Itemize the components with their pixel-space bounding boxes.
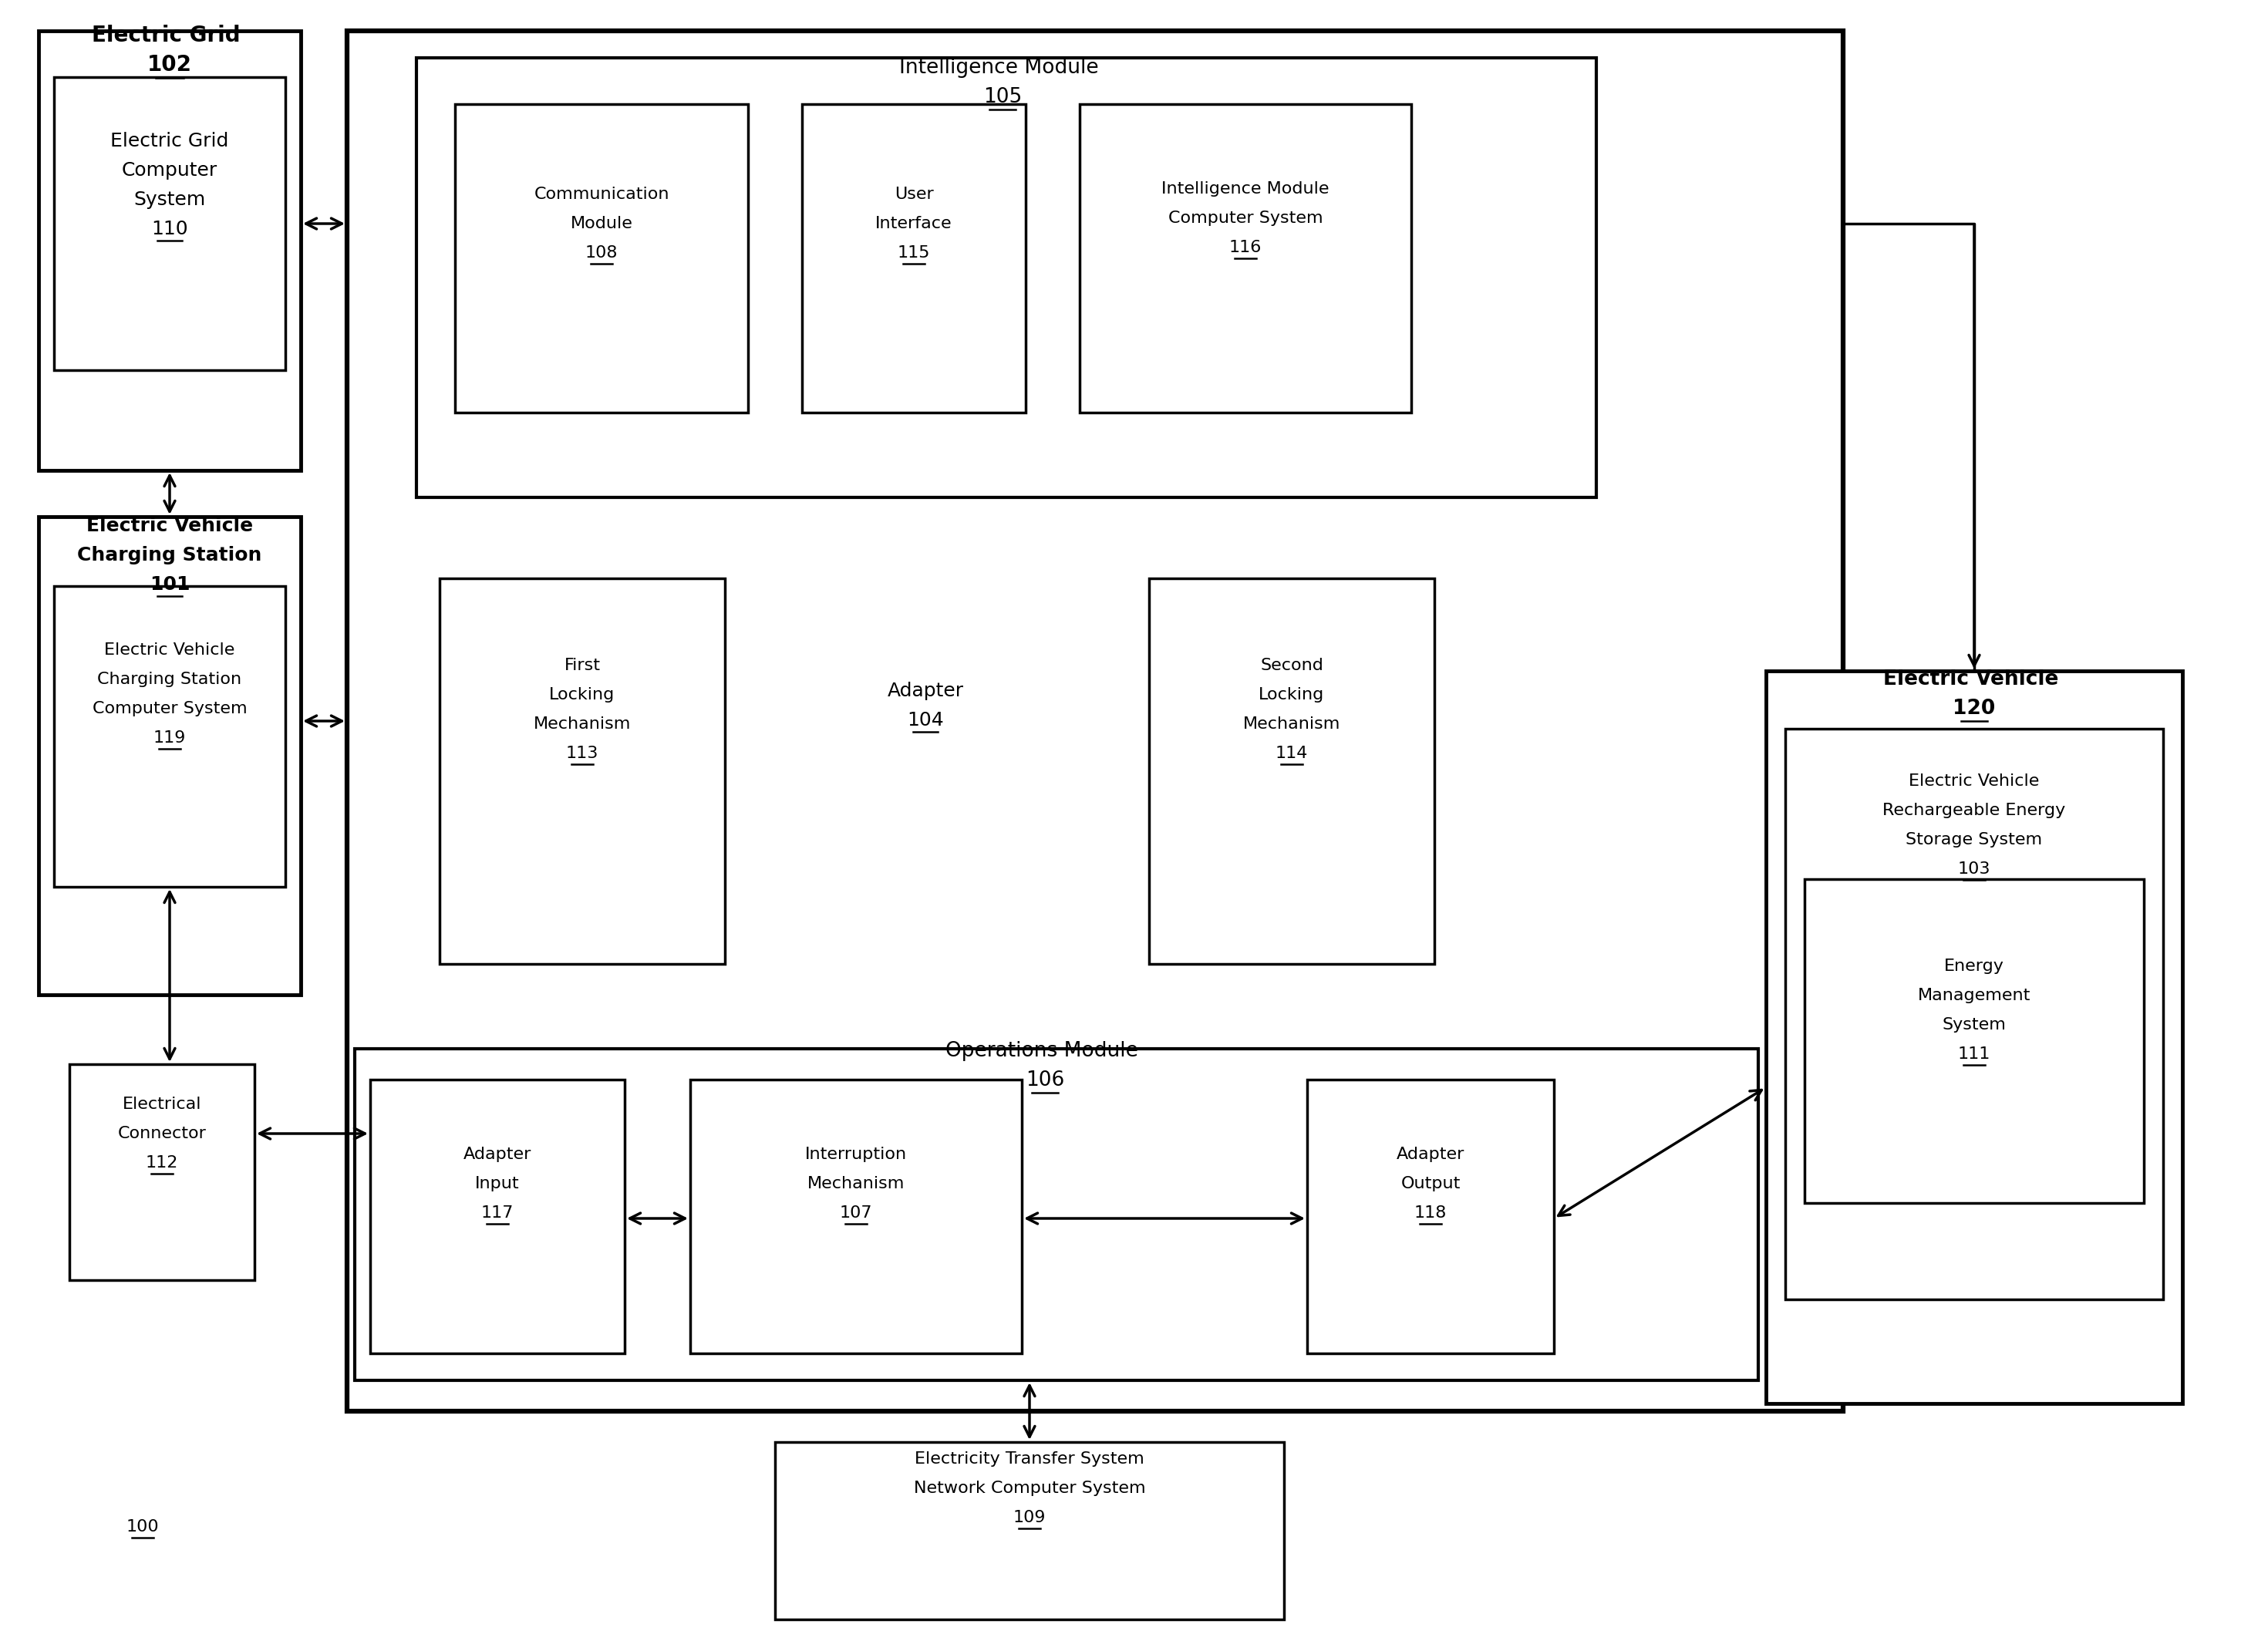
Text: Locking: Locking — [1259, 688, 1325, 702]
Text: 110: 110 — [152, 220, 188, 238]
Bar — [70, 1063, 254, 1280]
Bar — [440, 578, 726, 963]
Bar — [1080, 103, 1411, 412]
Text: 102: 102 — [147, 54, 193, 75]
Text: Output: Output — [1402, 1177, 1461, 1191]
Text: Charging Station: Charging Station — [77, 546, 263, 565]
Text: 105: 105 — [982, 87, 1023, 107]
Text: 108: 108 — [585, 245, 617, 261]
Text: Storage System: Storage System — [1905, 832, 2043, 847]
Text: Mechanism: Mechanism — [533, 717, 631, 732]
Text: System: System — [1941, 1017, 2007, 1032]
Bar — [803, 103, 1025, 412]
Bar — [1306, 1080, 1554, 1354]
Bar — [1785, 729, 2164, 1300]
Text: Rechargeable Energy: Rechargeable Energy — [1882, 802, 2066, 819]
Text: First: First — [565, 658, 601, 673]
Text: Management: Management — [1919, 988, 2030, 1003]
Text: Connector: Connector — [118, 1126, 206, 1140]
Text: Interruption: Interruption — [805, 1147, 907, 1162]
Text: Interface: Interface — [875, 217, 953, 231]
Text: Adapter: Adapter — [887, 681, 964, 701]
Text: Network Computer System: Network Computer System — [914, 1480, 1145, 1497]
Text: 119: 119 — [154, 730, 186, 745]
Text: Communication: Communication — [533, 187, 669, 202]
Text: Computer System: Computer System — [1168, 210, 1322, 226]
Bar — [39, 517, 302, 994]
Bar — [54, 77, 286, 371]
Text: 112: 112 — [145, 1155, 179, 1170]
Text: 117: 117 — [481, 1204, 515, 1221]
Text: 114: 114 — [1275, 745, 1309, 761]
Text: 113: 113 — [567, 745, 599, 761]
Text: 107: 107 — [839, 1204, 873, 1221]
Text: Adapter: Adapter — [1397, 1147, 1465, 1162]
Text: Computer System: Computer System — [93, 701, 247, 717]
Text: 116: 116 — [1229, 240, 1261, 256]
Text: 118: 118 — [1415, 1204, 1447, 1221]
Text: Electric Vehicle: Electric Vehicle — [1882, 670, 2066, 689]
Text: Mechanism: Mechanism — [1243, 717, 1340, 732]
Text: Operations Module: Operations Module — [946, 1040, 1145, 1062]
Text: Computer: Computer — [122, 161, 218, 179]
Text: Electric Grid: Electric Grid — [111, 131, 229, 151]
Text: Electric Vehicle: Electric Vehicle — [86, 517, 254, 535]
Bar — [456, 103, 748, 412]
Text: 106: 106 — [1025, 1070, 1064, 1090]
Text: User: User — [894, 187, 934, 202]
Text: Energy: Energy — [1944, 958, 2005, 975]
Bar — [54, 586, 286, 886]
Text: Charging Station: Charging Station — [98, 671, 243, 688]
Bar — [370, 1080, 624, 1354]
Bar — [347, 31, 1844, 1411]
Bar — [1150, 578, 1433, 963]
Text: 120: 120 — [1953, 699, 1996, 719]
Text: 100: 100 — [127, 1520, 159, 1534]
Text: Electric Vehicle: Electric Vehicle — [104, 642, 236, 658]
Bar — [417, 57, 1597, 497]
Text: Second: Second — [1261, 658, 1322, 673]
Text: Input: Input — [476, 1177, 519, 1191]
Text: Locking: Locking — [549, 688, 615, 702]
Text: 115: 115 — [898, 245, 930, 261]
Text: Adapter: Adapter — [463, 1147, 531, 1162]
Bar — [1805, 880, 2143, 1203]
Text: Electricity Transfer System: Electricity Transfer System — [914, 1451, 1145, 1467]
Text: 104: 104 — [907, 711, 943, 730]
Bar — [776, 1442, 1284, 1620]
Text: Intelligence Module: Intelligence Module — [1161, 181, 1329, 197]
Bar — [354, 1049, 1758, 1380]
Text: 103: 103 — [1957, 862, 1991, 876]
Text: 101: 101 — [150, 576, 191, 594]
Text: 109: 109 — [1014, 1510, 1046, 1526]
Text: Module: Module — [569, 217, 633, 231]
Bar — [39, 31, 302, 471]
Text: Electrical: Electrical — [122, 1096, 202, 1113]
Text: Intelligence Module: Intelligence Module — [900, 57, 1105, 77]
Bar — [1767, 671, 2182, 1403]
Text: Mechanism: Mechanism — [807, 1177, 905, 1191]
Text: System: System — [134, 190, 206, 208]
Bar — [689, 1080, 1023, 1354]
Text: 111: 111 — [1957, 1047, 1991, 1062]
Text: Electric Grid: Electric Grid — [91, 25, 247, 46]
Text: Electric Vehicle: Electric Vehicle — [1910, 773, 2039, 789]
